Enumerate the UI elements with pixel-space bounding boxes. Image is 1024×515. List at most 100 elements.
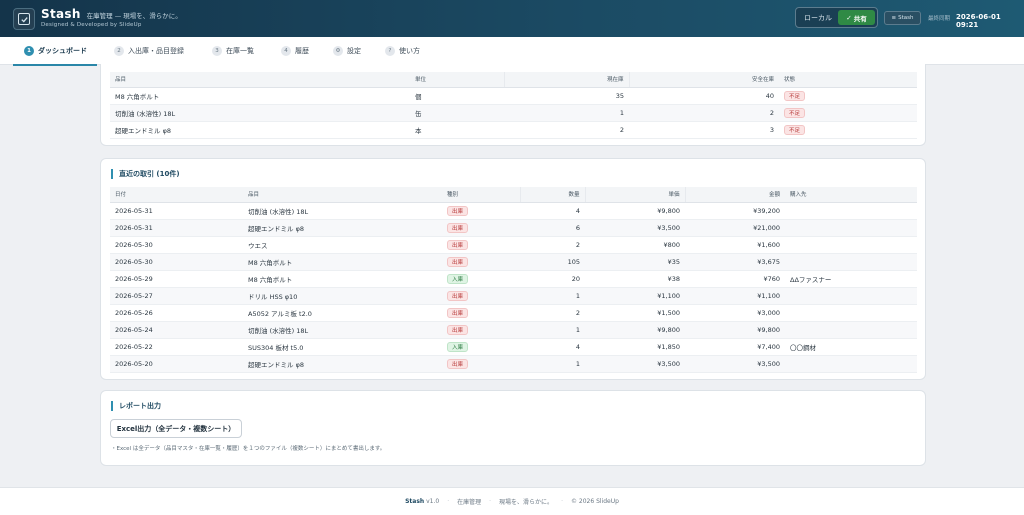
txn-date: 2026-05-31 xyxy=(110,202,243,220)
status-badge: 不足 xyxy=(784,107,806,118)
footer-version: v1.0 xyxy=(426,498,440,505)
footer-separator: · xyxy=(489,498,492,505)
recent-transactions-card: 直近の取引 (10件) 日付 品目 種別 数量 単価 金額 購入先 2026-0… xyxy=(100,158,926,380)
txn-unit-price: ¥9,800 xyxy=(585,321,685,339)
txn-vendor xyxy=(785,253,917,271)
txn-vendor xyxy=(785,219,917,237)
table-row: 2026-05-27 ドリル HSS φ10 出庫 1 ¥1,100 ¥1,100 xyxy=(110,287,917,305)
table-row: 2026-05-31 超硬エンドミル φ8 出庫 6 ¥3,500 ¥21,000 xyxy=(110,219,917,237)
table-row: 超硬エンドミル φ8 本 2 3 不足 xyxy=(110,121,917,139)
txn-vendor xyxy=(785,355,917,373)
txn-amount: ¥760 xyxy=(685,270,785,288)
item-unit: 缶 xyxy=(410,104,504,122)
status-badge: 不足 xyxy=(784,90,806,101)
txn-amount: ¥3,500 xyxy=(685,355,785,373)
txn-date: 2026-05-29 xyxy=(110,270,243,288)
txn-unit-price: ¥800 xyxy=(585,236,685,254)
tab-inventory[interactable]: 3 在庫一覧 xyxy=(212,37,254,65)
txn-type-badge: 出庫 xyxy=(447,239,469,250)
current-stock: 35 xyxy=(504,87,629,105)
column-header: 日付 xyxy=(110,187,243,203)
column-header: 購入先 xyxy=(785,187,917,203)
txn-item: ウエス xyxy=(243,236,442,254)
brand-block: Stash 在庫管理 — 現場を、滑らかに。 Designed & Develo… xyxy=(41,7,182,28)
tab-settings[interactable]: ⚙ 設定 xyxy=(333,37,361,65)
footer-separator: · xyxy=(447,498,450,505)
table-row: 2026-05-30 M8 六角ボルト 出庫 105 ¥35 ¥3,675 xyxy=(110,253,917,271)
stash-button-label: Stash xyxy=(898,15,914,21)
txn-vendor xyxy=(785,236,917,254)
tab-stock-io[interactable]: 2 入出庫・品目登録 xyxy=(114,37,184,65)
txn-item: A5052 アルミ板 t2.0 xyxy=(243,304,442,322)
item-name: 超硬エンドミル φ8 xyxy=(110,121,410,139)
item-name: M8 六角ボルト xyxy=(110,87,410,105)
table-header-row: 日付 品目 種別 数量 単価 金額 購入先 xyxy=(110,187,917,203)
txn-qty: 2 xyxy=(520,304,585,322)
txn-type-cell: 出庫 xyxy=(442,219,520,237)
status-cell: 不足 xyxy=(779,121,917,139)
txn-amount: ¥21,000 xyxy=(685,219,785,237)
txn-qty: 105 xyxy=(520,253,585,271)
safety-stock: 2 xyxy=(629,104,779,122)
tab-label: 使い方 xyxy=(399,47,420,55)
txn-amount: ¥7,400 xyxy=(685,338,785,356)
txn-date: 2026-05-27 xyxy=(110,287,243,305)
txn-qty: 1 xyxy=(520,287,585,305)
txn-type-badge: 出庫 xyxy=(447,222,469,233)
txn-unit-price: ¥3,500 xyxy=(585,355,685,373)
column-header: 状態 xyxy=(779,72,917,88)
txn-vendor xyxy=(785,202,917,220)
tab-dashboard[interactable]: 1 ダッシュボード xyxy=(13,37,97,66)
column-header: 現在庫 xyxy=(503,72,629,88)
txn-date: 2026-05-30 xyxy=(110,236,243,254)
txn-item: 超硬エンドミル φ8 xyxy=(243,355,442,373)
txn-type-badge: 入庫 xyxy=(447,273,469,284)
txn-vendor xyxy=(785,304,917,322)
txn-type-cell: 出庫 xyxy=(442,287,520,305)
footer-slogan: 現場を、滑らかに。 xyxy=(499,499,554,506)
check-box-icon xyxy=(18,13,30,25)
report-card: レポート出力 Excel出力（全データ・複数シート） ・Excel は全データ（… xyxy=(100,390,926,466)
tab-help[interactable]: ? 使い方 xyxy=(385,37,420,65)
tab-label: ダッシュボード xyxy=(38,47,87,55)
txn-type-cell: 出庫 xyxy=(442,355,520,373)
safety-stock: 40 xyxy=(629,87,779,105)
low-stock-card: 品目 単位 現在庫 安全在庫 状態 M8 六角ボルト個 35 40 不足 切削油 (水溶… xyxy=(100,64,926,146)
mode-shared-button[interactable]: ✓ 共有 xyxy=(838,10,875,25)
txn-vendor: 〇〇鋼材 xyxy=(785,338,917,356)
column-header: 種別 xyxy=(442,187,520,203)
app-logo xyxy=(13,8,35,30)
gear-icon: ⚙ xyxy=(333,46,343,56)
table-row: 2026-05-26 A5052 アルミ板 t2.0 出庫 2 ¥1,500 ¥3,000 xyxy=(110,304,917,322)
app-header: Stash 在庫管理 — 現場を、滑らかに。 Designed & Develo… xyxy=(0,0,1024,37)
column-header: 品目 xyxy=(110,72,410,88)
txn-item: SUS304 板材 t5.0 xyxy=(243,338,442,356)
table-row: 2026-05-30 ウエス 出庫 2 ¥800 ¥1,600 xyxy=(110,236,917,254)
table-row: 2026-05-24 切削油 (水溶性) 18L 出庫 1 ¥9,800 ¥9,800 xyxy=(110,321,917,339)
column-header: 安全在庫 xyxy=(628,72,779,88)
txn-vendor: ΔΔファスナー xyxy=(785,270,917,288)
item-unit: 本 xyxy=(410,121,504,139)
tab-history[interactable]: 4 履歴 xyxy=(281,37,309,65)
storage-mode-toggle: ローカル ✓ 共有 xyxy=(795,7,878,28)
current-stock: 1 xyxy=(504,104,629,122)
txn-item: 超硬エンドミル φ8 xyxy=(243,219,442,237)
app-tagline: 在庫管理 — 現場を、滑らかに。 xyxy=(86,12,182,20)
txn-amount: ¥3,675 xyxy=(685,253,785,271)
txn-qty: 4 xyxy=(520,338,585,356)
report-title: レポート出力 xyxy=(111,401,161,411)
column-header: 単位 xyxy=(410,72,504,88)
last-sync-time: 2026-06-01 09:21 xyxy=(956,13,1001,29)
mode-local-button[interactable]: ローカル xyxy=(804,13,832,22)
txn-type-badge: 出庫 xyxy=(447,307,469,318)
txn-qty: 20 xyxy=(520,270,585,288)
tab-number-badge: 4 xyxy=(281,46,291,56)
main-tabs: 1 ダッシュボード 2 入出庫・品目登録 3 在庫一覧 4 履歴 ⚙ 設定 ? … xyxy=(0,37,1024,66)
tab-number-badge: 3 xyxy=(212,46,222,56)
txn-unit-price: ¥35 xyxy=(585,253,685,271)
stash-button[interactable]: ≡ Stash xyxy=(884,11,921,25)
txn-qty: 6 xyxy=(520,219,585,237)
recent-transactions-title: 直近の取引 (10件) xyxy=(111,169,180,179)
txn-type-badge: 出庫 xyxy=(447,256,469,267)
excel-export-button[interactable]: Excel出力（全データ・複数シート） xyxy=(110,419,242,438)
